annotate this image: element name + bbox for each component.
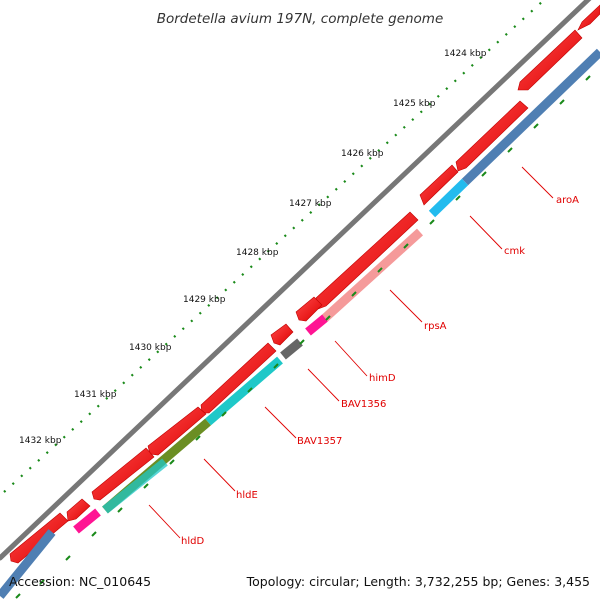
gene-label-BAV1357: BAV1357 (297, 436, 342, 447)
cds-arrow (517, 29, 583, 91)
gene-label-rpsA: rpsA (424, 321, 447, 332)
kbp-label: 1429 kbp (183, 295, 226, 305)
accession-text: Accession: NC_010645 (9, 574, 151, 589)
cds-arrow (419, 164, 459, 206)
cog-segment-himD (305, 314, 328, 336)
cog-segment (73, 508, 101, 534)
cog-segment (0, 529, 56, 599)
gene-labels: aroA cmk rpsA himD BAV1356 BAV1357 hldE … (181, 195, 579, 547)
cog-segment-cmk (428, 178, 469, 218)
kbp-label: 1427 kbp (289, 199, 332, 209)
cds-arrow (295, 296, 323, 322)
cog-segment-aroA (461, 48, 600, 186)
kbp-label: 1426 kbp (341, 149, 384, 159)
gene-label-hldE: hldE (236, 490, 258, 501)
kbp-label: 1430 kbp (129, 343, 172, 353)
cds-arrow (270, 323, 294, 346)
cds-arrow (91, 447, 155, 501)
kbp-label: 1428 kbp (236, 248, 279, 258)
backbone-outer (0, 0, 592, 561)
genome-summary-text: Topology: circular; Length: 3,732,255 bp… (246, 574, 590, 589)
cds-arrow (455, 100, 529, 172)
gene-leader-lines (148, 166, 554, 539)
gene-label-cmk: cmk (504, 246, 525, 257)
cog-track (0, 48, 600, 599)
cog-segment-BAV1357 (205, 356, 283, 426)
inner-tick-marks (15, 75, 591, 599)
gene-label-himD: himD (369, 373, 396, 384)
kbp-label: 1432 kbp (19, 436, 62, 446)
gene-label-aroA: aroA (556, 195, 579, 206)
cog-segment-BAV1356 (280, 338, 303, 360)
kbp-label: 1424 kbp (444, 49, 487, 59)
cds-arrow (66, 498, 91, 522)
forward-strand-track (9, 4, 600, 564)
gene-label-hldD: hldD (181, 536, 204, 547)
kbp-labels: 1424 kbp 1425 kbp 1426 kbp 1427 kbp 1428… (19, 49, 487, 446)
cog-segment-rpsA (321, 228, 424, 322)
kbp-label: 1431 kbp (74, 390, 117, 400)
gene-label-BAV1356: BAV1356 (341, 399, 386, 410)
outer-tick-ring (3, 0, 545, 493)
cds-arrow (577, 4, 600, 31)
cog-segment-hldD (102, 458, 168, 514)
cds-arrow (315, 211, 419, 310)
kbp-label: 1425 kbp (393, 99, 436, 109)
map-title: Bordetella avium 197N, complete genome (157, 11, 444, 27)
